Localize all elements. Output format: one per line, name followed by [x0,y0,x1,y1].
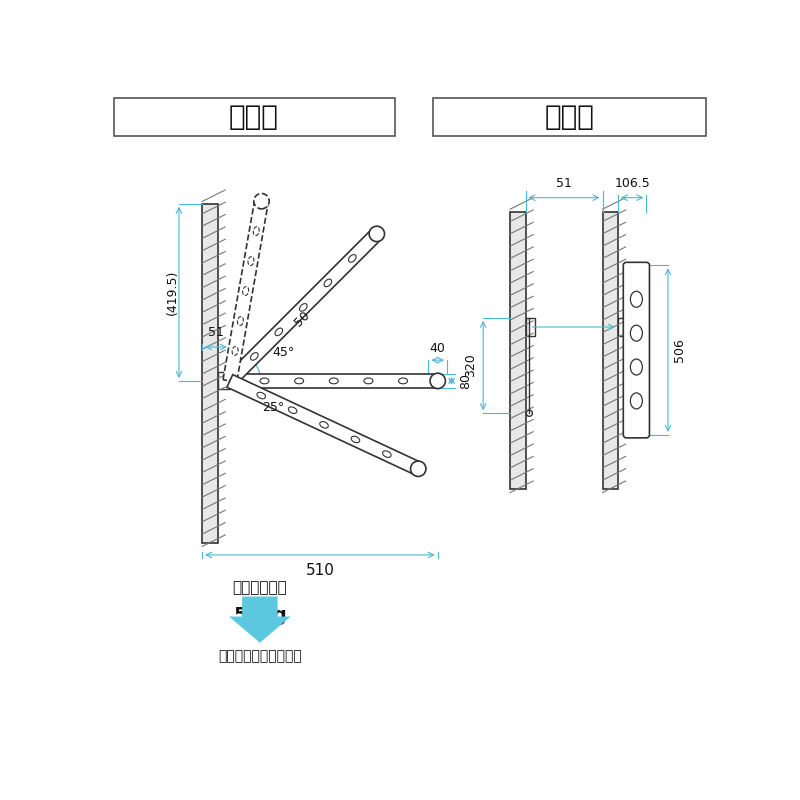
Ellipse shape [320,422,328,428]
Ellipse shape [364,378,373,384]
Ellipse shape [238,317,243,326]
Ellipse shape [410,461,426,477]
Polygon shape [225,229,382,386]
Text: 106.5: 106.5 [614,177,650,190]
Ellipse shape [630,359,642,375]
Ellipse shape [398,378,407,384]
Text: 40: 40 [430,342,446,355]
Bar [114,98,394,136]
Bar [218,373,230,390]
Text: 320: 320 [464,354,477,378]
Ellipse shape [382,451,391,458]
Ellipse shape [242,286,249,295]
Text: (419.5): (419.5) [166,270,179,315]
Polygon shape [229,597,290,642]
Polygon shape [227,374,421,475]
Text: 506: 506 [673,338,686,362]
Ellipse shape [324,279,332,286]
Text: 510: 510 [306,562,334,578]
Text: （竿掛け一式当たり）: （竿掛け一式当たり） [218,650,302,663]
Text: 許容積載荷重: 許容積載荷重 [233,580,287,594]
Ellipse shape [250,353,258,360]
Ellipse shape [330,378,338,384]
Bar [602,211,618,489]
Ellipse shape [248,257,254,266]
Text: 25°: 25° [262,401,285,414]
Ellipse shape [526,410,533,416]
Bar [510,211,526,489]
Ellipse shape [349,254,356,262]
Polygon shape [230,374,438,388]
Text: 50kg: 50kg [233,606,286,626]
FancyBboxPatch shape [623,262,650,438]
Bar [202,204,218,542]
Ellipse shape [351,436,360,442]
Text: 使用時: 使用時 [229,102,278,130]
Bar [433,98,706,136]
Ellipse shape [430,373,446,389]
Ellipse shape [294,378,304,384]
Text: 51: 51 [208,326,224,339]
Bar [618,318,629,336]
Text: 51: 51 [556,177,572,190]
Ellipse shape [254,226,259,236]
Ellipse shape [288,407,297,414]
Ellipse shape [275,328,282,336]
Ellipse shape [630,393,642,409]
Text: 収納時: 収納時 [545,102,594,130]
Ellipse shape [630,291,642,307]
Polygon shape [223,200,268,382]
Text: 50: 50 [292,308,312,329]
Ellipse shape [232,346,238,355]
Text: 45°: 45° [272,346,294,359]
Ellipse shape [630,325,642,341]
Ellipse shape [257,392,266,398]
Text: 80: 80 [459,373,472,389]
Ellipse shape [254,194,270,209]
Ellipse shape [299,304,307,311]
Ellipse shape [369,226,385,242]
Ellipse shape [260,378,269,384]
Bar [526,318,534,336]
